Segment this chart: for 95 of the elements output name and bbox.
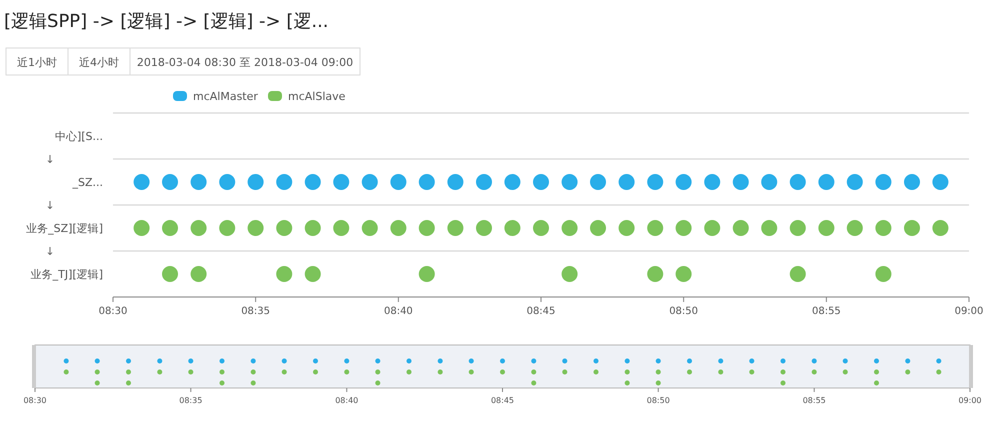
point — [134, 220, 150, 236]
legend-label: mcAlSlave — [288, 90, 346, 103]
point — [248, 174, 264, 190]
point — [190, 220, 207, 236]
point — [533, 220, 549, 236]
point — [390, 220, 406, 236]
text: 近4小时 — [79, 56, 119, 69]
point — [932, 220, 948, 236]
point — [390, 174, 406, 190]
text: 2018-03-04 08:30 至 2018-03-04 09:00 — [136, 56, 354, 69]
point — [676, 220, 692, 236]
point — [704, 174, 720, 190]
point — [704, 220, 720, 236]
point — [790, 174, 806, 190]
point — [790, 220, 806, 236]
y-tick-label: _SZ... — [71, 176, 103, 189]
point — [362, 220, 378, 236]
point — [875, 174, 892, 190]
point — [447, 174, 464, 190]
point — [761, 174, 778, 190]
point — [875, 266, 892, 282]
point — [333, 174, 350, 190]
point — [904, 220, 920, 236]
point — [590, 220, 606, 236]
point — [562, 266, 578, 282]
point — [304, 174, 321, 190]
point — [618, 220, 635, 236]
point — [219, 220, 236, 236]
x-tick-label: 08:55 — [812, 306, 841, 317]
text: ↓ — [45, 153, 55, 166]
point — [504, 174, 520, 190]
point — [676, 266, 692, 282]
point — [162, 266, 178, 282]
point — [362, 174, 378, 190]
text: ↓ — [45, 245, 55, 258]
x-tick-label: 09:00 — [954, 306, 984, 317]
x-tick-label: 08:45 — [526, 306, 556, 317]
point — [533, 174, 549, 190]
point — [418, 266, 435, 282]
text: 08:55 — [802, 396, 826, 405]
point — [190, 174, 207, 190]
point — [732, 220, 749, 236]
text: 09:00 — [958, 396, 982, 405]
text: 08:30 — [23, 396, 47, 405]
point — [732, 174, 749, 190]
point — [447, 220, 464, 236]
point — [219, 174, 236, 190]
point — [932, 174, 948, 190]
point — [476, 174, 492, 190]
point — [790, 266, 806, 282]
point — [418, 220, 435, 236]
x-tick-label: 08:35 — [241, 306, 270, 317]
text: 近1小时 — [17, 56, 57, 69]
point — [562, 220, 578, 236]
point — [618, 174, 635, 190]
x-tick-label: 08:40 — [384, 306, 413, 317]
point — [418, 174, 435, 190]
point — [162, 220, 178, 236]
point — [875, 220, 892, 236]
point — [276, 174, 292, 190]
point — [476, 220, 492, 236]
point — [846, 220, 863, 236]
point — [304, 220, 321, 236]
point — [276, 220, 292, 236]
point — [647, 174, 664, 190]
point — [190, 266, 207, 282]
x-tick-label: 08:50 — [669, 306, 698, 317]
chart-title: [逻辑SPP] -> [逻辑] -> [逻辑] -> [逻... — [4, 11, 329, 32]
point — [647, 220, 664, 236]
text: 08:40 — [335, 396, 358, 405]
point — [248, 220, 264, 236]
point — [134, 174, 150, 190]
legend-label: mcAlMaster — [193, 90, 258, 103]
point — [846, 174, 863, 190]
point — [676, 174, 692, 190]
y-tick-label: 业务_SZ][逻辑] — [26, 222, 103, 235]
point — [904, 174, 920, 190]
point — [818, 174, 834, 190]
text: ↓ — [45, 199, 55, 212]
point — [590, 174, 606, 190]
point — [162, 174, 178, 190]
point — [562, 174, 578, 190]
point — [761, 220, 778, 236]
x-tick-label: 08:30 — [98, 306, 128, 317]
y-tick-label: 业务_TJ][逻辑] — [30, 268, 103, 281]
point — [304, 266, 321, 282]
point — [504, 220, 520, 236]
y-tick-label: 中心][S... — [54, 130, 103, 143]
point — [333, 220, 350, 236]
point — [647, 266, 664, 282]
text: 08:45 — [490, 396, 514, 405]
point — [276, 266, 292, 282]
point — [818, 220, 834, 236]
text: 08:50 — [646, 396, 670, 405]
text: 08:35 — [179, 396, 202, 405]
